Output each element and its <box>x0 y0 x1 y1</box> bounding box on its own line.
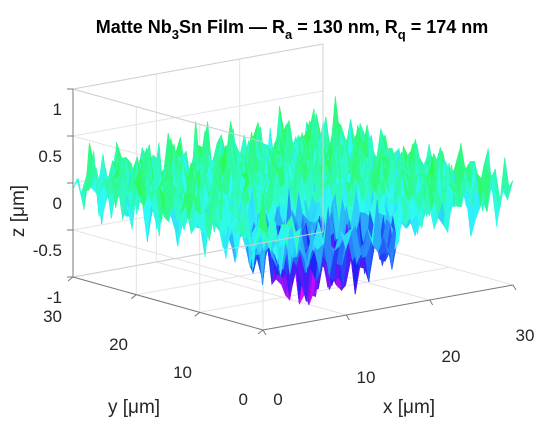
grid-line <box>72 229 264 284</box>
x-axis-label: x [μm] <box>383 397 435 418</box>
grid-line <box>72 90 324 137</box>
x-tick <box>429 299 434 306</box>
y-tick <box>67 276 74 282</box>
surface-facet <box>503 180 514 201</box>
x-axis-line <box>262 284 514 331</box>
axes-box <box>67 43 517 336</box>
y-tick-label: 10 <box>173 363 192 382</box>
y-axis-label: y [μm] <box>108 397 160 418</box>
z-tick-label: 0.5 <box>38 147 62 166</box>
y-tick <box>194 311 201 317</box>
surface-plot <box>72 96 514 306</box>
y-axis-line <box>72 276 264 331</box>
grid-line <box>199 266 450 313</box>
y-tick-label: 20 <box>109 335 128 354</box>
y-tick <box>257 329 264 335</box>
z-tick-label: 0 <box>53 194 62 213</box>
z-axis-label: z [μm] <box>8 185 29 237</box>
axis-edge <box>72 231 324 278</box>
y-tick-label: 30 <box>43 307 62 326</box>
grid-line <box>156 261 347 316</box>
axis-edge <box>72 43 324 90</box>
x-tick <box>345 314 350 321</box>
z-tick-label: 1 <box>53 100 62 119</box>
x-tick <box>512 284 517 291</box>
z-tick-label: -1 <box>47 288 62 307</box>
x-tick-label: 10 <box>357 368 376 387</box>
x-tick-label: 0 <box>273 390 282 409</box>
x-tick-label: 20 <box>442 347 461 366</box>
z-tick-label: -0.5 <box>33 241 62 260</box>
chart-title: Matte Nb3Sn Film — Ra = 130 nm, Rq = 174… <box>96 17 489 42</box>
x-tick <box>262 329 267 336</box>
axis-edge <box>72 88 264 143</box>
x-tick-label: 30 <box>516 326 535 345</box>
y-tick-label: 0 <box>239 390 248 409</box>
y-tick <box>130 294 137 300</box>
